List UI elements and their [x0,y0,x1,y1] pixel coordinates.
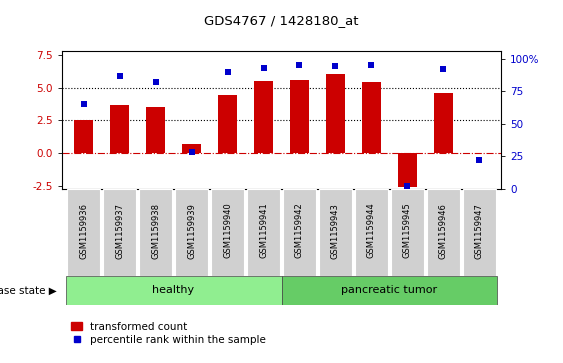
Bar [397,153,417,187]
Text: GSM1159947: GSM1159947 [475,203,484,258]
Text: GSM1159945: GSM1159945 [403,203,412,258]
Point [403,183,412,189]
Point [259,65,268,71]
Point [367,62,376,68]
Text: GSM1159937: GSM1159937 [115,203,124,258]
Bar [470,152,489,153]
Point [187,150,196,155]
Text: GSM1159943: GSM1159943 [331,203,340,258]
Text: pancreatic tumor: pancreatic tumor [341,285,437,295]
Bar [65,276,282,305]
Bar [289,80,310,153]
Point [439,66,448,72]
Bar [361,82,381,153]
Bar [355,189,388,276]
Bar [211,189,244,276]
Text: GSM1159946: GSM1159946 [439,203,448,258]
Point [115,73,124,78]
Bar [434,93,453,153]
Bar [103,189,136,276]
Text: healthy: healthy [153,285,195,295]
Text: GSM1159938: GSM1159938 [151,203,160,258]
Bar [319,189,352,276]
Point [151,79,160,85]
Text: disease state ▶: disease state ▶ [0,285,56,295]
Bar [283,189,316,276]
Text: GSM1159936: GSM1159936 [79,203,88,258]
Bar [110,105,129,153]
Bar [282,276,498,305]
Bar [74,121,93,153]
Point [223,69,232,74]
Legend: transformed count, percentile rank within the sample: transformed count, percentile rank withi… [67,317,270,349]
Bar [391,189,424,276]
Bar [67,189,100,276]
Point [475,157,484,163]
Text: GSM1159940: GSM1159940 [223,203,232,258]
Point [295,62,304,68]
Text: GSM1159939: GSM1159939 [187,203,196,258]
Text: GSM1159944: GSM1159944 [367,203,376,258]
Text: GDS4767 / 1428180_at: GDS4767 / 1428180_at [204,15,359,28]
Bar [325,74,345,153]
Text: GSM1159942: GSM1159942 [295,203,304,258]
Bar [139,189,172,276]
Bar [146,107,166,153]
Point [79,101,88,107]
Bar [247,189,280,276]
Bar [182,144,202,153]
Bar [175,189,208,276]
Text: GSM1159941: GSM1159941 [259,203,268,258]
Bar [218,95,238,153]
Bar [427,189,460,276]
Bar [253,81,274,153]
Point [331,64,340,69]
Bar [463,189,496,276]
